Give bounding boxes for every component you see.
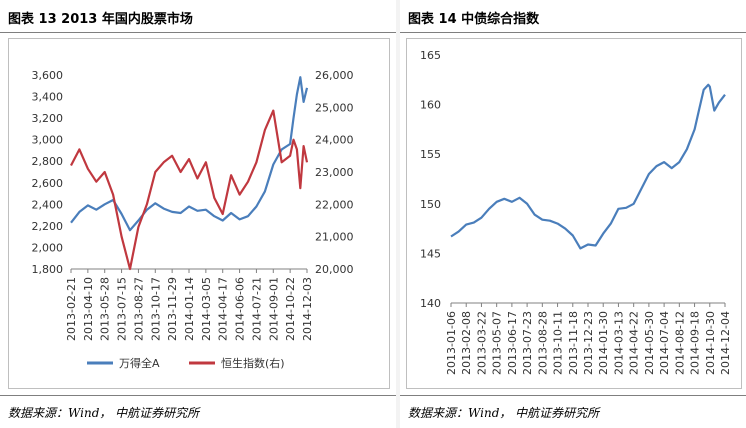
left-source-rule: [0, 395, 396, 396]
right-source-rule: [400, 395, 746, 396]
left-source-note: 数据来源：Wind， 中航证券研究所: [8, 406, 200, 420]
y-left-tick-label: 2,600: [32, 177, 64, 190]
left-chart-frame: 2013-02-21 2013-04-10 2013-05-28 2013-07-15…: [8, 38, 390, 389]
x-tick-label: 2014-07-21: [250, 277, 263, 341]
x-tick-label: 2013-05-07: [491, 311, 504, 375]
x-tick-label: 2014-04-22: [628, 311, 641, 375]
y-left-tick-label: 3,000: [32, 134, 64, 147]
legend-label: 万得全A: [119, 356, 160, 370]
right-chart-title: 图表 14 中债综合指数: [408, 12, 540, 27]
x-tick-label: 2014-03-05: [200, 277, 213, 341]
x-tick-label: 2014-09-01: [267, 277, 280, 341]
y-right-tick-label: 20,000: [315, 263, 354, 276]
x-tick-label: 2013-11-18: [567, 311, 580, 375]
x-tick-label: 2014-06-06: [234, 277, 247, 341]
left-chart-title: 图表 13 2013 年国内股票市场: [8, 12, 193, 27]
y-tick-label: 140: [420, 297, 441, 310]
x-tick-label: 2013-05-28: [99, 277, 112, 341]
x-tick-label: 2014-09-18: [689, 311, 702, 375]
bond-index-chart: 2013-01-06 2013-02-08 2013-03-22 2013-05-07…: [420, 49, 732, 375]
panel-divider: [396, 0, 400, 428]
series-bond-index-line: [450, 83, 726, 250]
y-left-tick-label: 2,200: [32, 220, 64, 233]
x-tick-label: 2014-03-13: [612, 311, 625, 375]
x-tick-label: 2013-10-11: [552, 311, 565, 375]
y-tick-label: 155: [420, 148, 441, 161]
x-tick-label: 2013-02-08: [460, 311, 473, 375]
y-left-tick-label: 3,400: [32, 91, 64, 104]
x-tick-label: 2014-12-04: [719, 311, 732, 375]
y-right-tick-label: 24,000: [315, 134, 354, 147]
y-left-tick-label: 1,800: [32, 263, 64, 276]
x-tick-label: 2013-10-17: [149, 277, 162, 341]
series-wind-a-line: [70, 76, 309, 232]
y-right-tick-label: 26,000: [315, 69, 354, 82]
x-tick-label: 2014-08-12: [673, 311, 686, 375]
x-tick-label: 2013-07-23: [521, 311, 534, 375]
x-tick-label: 2013-02-21: [65, 277, 78, 341]
x-tick-label: 2013-01-06: [445, 311, 458, 375]
y-left-tick-label: 3,200: [32, 112, 64, 125]
y-tick-label: 165: [420, 49, 441, 62]
x-tick-label: 2013-03-22: [475, 311, 488, 375]
x-tick-label: 2014-01-14: [183, 277, 196, 341]
x-tick-label: 2013-12-23: [582, 311, 595, 375]
y-left-tick-label: 2,000: [32, 241, 64, 254]
left-panel: 图表 13 2013 年国内股票市场 2013-02-21 2013-04-10 2…: [0, 12, 396, 420]
y-right-tick-label: 23,000: [315, 166, 354, 179]
right-chart-frame: 2013-01-06 2013-02-08 2013-03-22 2013-05-07…: [406, 38, 742, 389]
y-left-tick-label: 2,400: [32, 198, 64, 211]
y-right-tick-label: 22,000: [315, 198, 354, 211]
left-title-rule: [0, 32, 396, 33]
x-tick-label: 2014-05-30: [643, 311, 656, 375]
x-tick-label: 2014-12-03: [301, 277, 314, 341]
legend-label: 恒生指数(右): [221, 356, 285, 370]
y-tick-label: 150: [420, 198, 441, 211]
stock-market-chart: 2013-02-21 2013-04-10 2013-05-28 2013-07-15…: [32, 69, 354, 370]
right-source-note: 数据来源：Wind， 中航证券研究所: [408, 406, 600, 420]
y-tick-label: 145: [420, 247, 441, 260]
x-tick-label: 2013-07-15: [116, 277, 129, 341]
x-tick-label: 2014-10-22: [284, 277, 297, 341]
x-tick-label: 2014-10-30: [704, 311, 717, 375]
x-tick-label: 2014-04-17: [217, 277, 230, 341]
y-tick-label: 160: [420, 99, 441, 112]
x-tick-label: 2013-08-27: [132, 277, 145, 341]
right-title-rule: [400, 32, 746, 33]
x-tick-label: 2013-08-28: [536, 311, 549, 375]
x-tick-label: 2013-11-29: [166, 277, 179, 341]
x-tick-label: 2013-04-10: [82, 277, 95, 341]
x-tick-label: 2014-07-04: [658, 311, 671, 375]
x-tick-label: 2013-06-17: [506, 311, 519, 375]
y-right-tick-label: 21,000: [315, 231, 354, 244]
y-left-tick-label: 3,600: [32, 69, 64, 82]
x-tick-label: 2014-01-30: [597, 311, 610, 375]
right-panel: 图表 14 中债综合指数 2013-01-06 2013-02-08 2013-03…: [400, 0, 746, 428]
y-right-tick-label: 25,000: [315, 101, 354, 114]
y-left-tick-label: 2,800: [32, 155, 64, 168]
series-hang-seng-line: [70, 109, 309, 271]
